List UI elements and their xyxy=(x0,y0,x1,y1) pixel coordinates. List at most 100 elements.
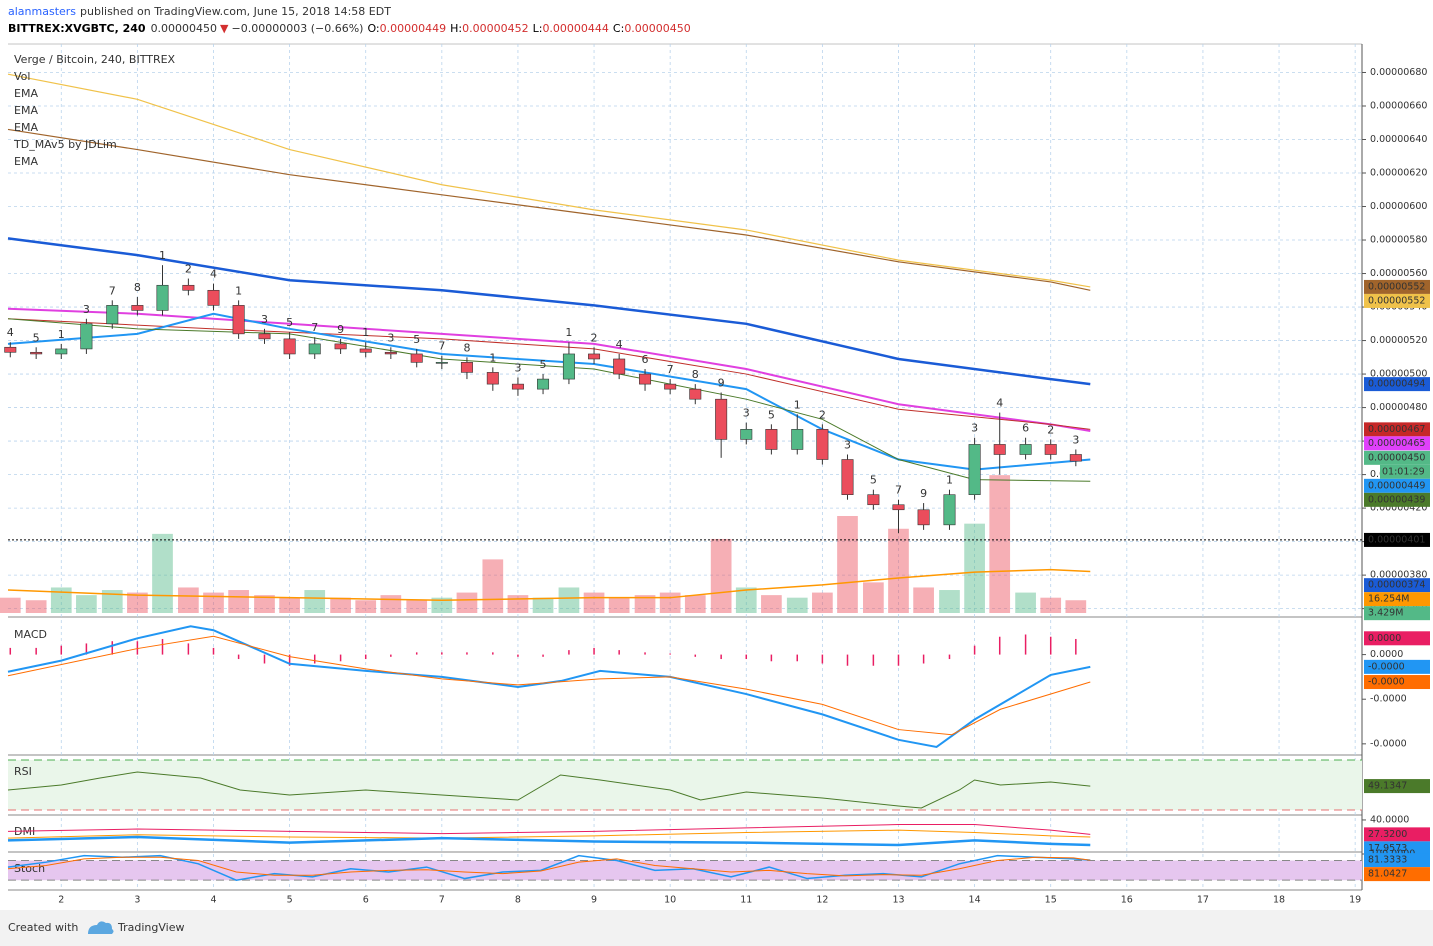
candle-body xyxy=(207,289,220,306)
td-count: 7 xyxy=(109,284,116,297)
volume-bar xyxy=(431,597,453,613)
td-count: 4 xyxy=(210,268,217,281)
candle-body xyxy=(841,459,854,495)
value-box-label: 27.3200 xyxy=(1368,829,1407,840)
volume-ma xyxy=(7,568,1091,601)
td-count: 9 xyxy=(337,323,344,336)
td-count: 7 xyxy=(311,321,318,334)
x-tick-label: 3 xyxy=(134,895,140,906)
td-count: 2 xyxy=(819,408,826,421)
legend-item: TD_MAv5 by JDLim xyxy=(13,138,117,151)
ohlc-key: O: xyxy=(367,22,379,35)
volume-bar xyxy=(50,587,72,613)
candle-body xyxy=(4,346,17,353)
candle-body xyxy=(232,305,245,335)
td-count: 9 xyxy=(718,376,725,389)
volume-bar xyxy=(634,595,656,613)
volume-bar xyxy=(25,600,47,613)
x-tick-label: 19 xyxy=(1349,895,1361,906)
moving-average xyxy=(7,73,1091,288)
indicator-line xyxy=(7,829,1091,839)
y-tick-label: 0.00000600 xyxy=(1370,201,1427,212)
candle-body xyxy=(993,444,1006,455)
candle-body xyxy=(106,305,119,325)
value-box-label: 0.00000449 xyxy=(1368,480,1425,491)
value-box-label: 0.00000450 xyxy=(1368,452,1425,463)
td-count: 7 xyxy=(438,340,445,353)
y-tick-label: 40.0000 xyxy=(1370,814,1409,825)
candle-body xyxy=(1069,454,1082,462)
author: alanmasters xyxy=(8,5,76,18)
moving-average xyxy=(7,318,1091,430)
volume-bar xyxy=(178,587,199,613)
td-count: 3 xyxy=(971,422,978,435)
candle-body xyxy=(613,358,626,375)
volume-bar xyxy=(406,600,428,613)
volume-bar xyxy=(152,533,173,613)
value-box xyxy=(1364,279,1430,294)
candle-body xyxy=(359,348,372,353)
y-tick-label: -0.0000 xyxy=(1370,694,1407,705)
value-box xyxy=(1364,675,1430,690)
footer-text: Created with xyxy=(8,921,78,934)
indicator-line xyxy=(7,835,1091,847)
value-box xyxy=(1364,827,1430,842)
value-box xyxy=(1364,578,1430,593)
volume-bar xyxy=(608,597,630,613)
td-count: 5 xyxy=(413,333,420,346)
candle-body xyxy=(131,305,144,311)
y-tick-label: 0.00000640 xyxy=(1370,134,1427,145)
candle-body xyxy=(435,362,448,364)
candle-body xyxy=(460,362,473,373)
candle-body xyxy=(182,284,195,291)
volume-bar xyxy=(761,595,782,613)
volume-bar xyxy=(964,523,985,613)
td-count: 3 xyxy=(83,303,90,316)
indicator-line xyxy=(7,854,1091,881)
td-count: 1 xyxy=(235,284,242,297)
symbol: BITTREX:XVGBTC, 240 xyxy=(8,22,146,35)
candle-body xyxy=(334,343,347,350)
indicator-line xyxy=(7,824,1091,835)
moving-average xyxy=(7,128,1091,291)
value-box-label: 81.3333 xyxy=(1368,855,1407,866)
volume-bar xyxy=(1015,592,1036,613)
volume-bar xyxy=(254,595,275,613)
volume-bar xyxy=(1065,600,1087,613)
td-count: 8 xyxy=(692,368,699,381)
volume-bar xyxy=(989,475,1011,613)
candle-body xyxy=(1019,444,1032,455)
volume-bar xyxy=(786,597,808,613)
volume-bar xyxy=(355,600,377,613)
candle-body xyxy=(765,429,778,450)
header-line: alanmasters published on TradingView.com,… xyxy=(8,5,391,18)
value-box-label: 49.1347 xyxy=(1368,781,1407,792)
candle-body xyxy=(410,353,423,363)
value-box xyxy=(1364,631,1430,646)
value-box-label: 81.0427 xyxy=(1368,869,1407,880)
value-box xyxy=(1364,606,1430,621)
candle-body xyxy=(258,333,271,340)
td-count: 3 xyxy=(387,331,394,344)
volume-bar xyxy=(101,590,123,613)
value-box xyxy=(1364,867,1430,882)
indicator-line xyxy=(7,625,1091,749)
value-box xyxy=(1364,779,1430,794)
volume-bar xyxy=(710,538,732,613)
band-fill xyxy=(8,760,1362,810)
candle-body xyxy=(816,429,829,460)
value-box xyxy=(1364,377,1430,392)
ohlc-value: 0.00000444 xyxy=(542,22,608,35)
value-box xyxy=(1364,293,1430,308)
td-count: 5 xyxy=(540,358,547,371)
td-count: 3 xyxy=(844,438,851,451)
volume-bar xyxy=(837,516,858,613)
value-box xyxy=(1364,659,1430,674)
candle-body xyxy=(917,509,930,526)
td-count: 6 xyxy=(1022,422,1029,435)
candle-body xyxy=(664,383,677,390)
x-tick-label: 8 xyxy=(515,895,521,906)
td-count: 8 xyxy=(463,341,470,354)
x-tick-label: 12 xyxy=(816,895,828,906)
x-tick-label: 11 xyxy=(740,895,752,906)
